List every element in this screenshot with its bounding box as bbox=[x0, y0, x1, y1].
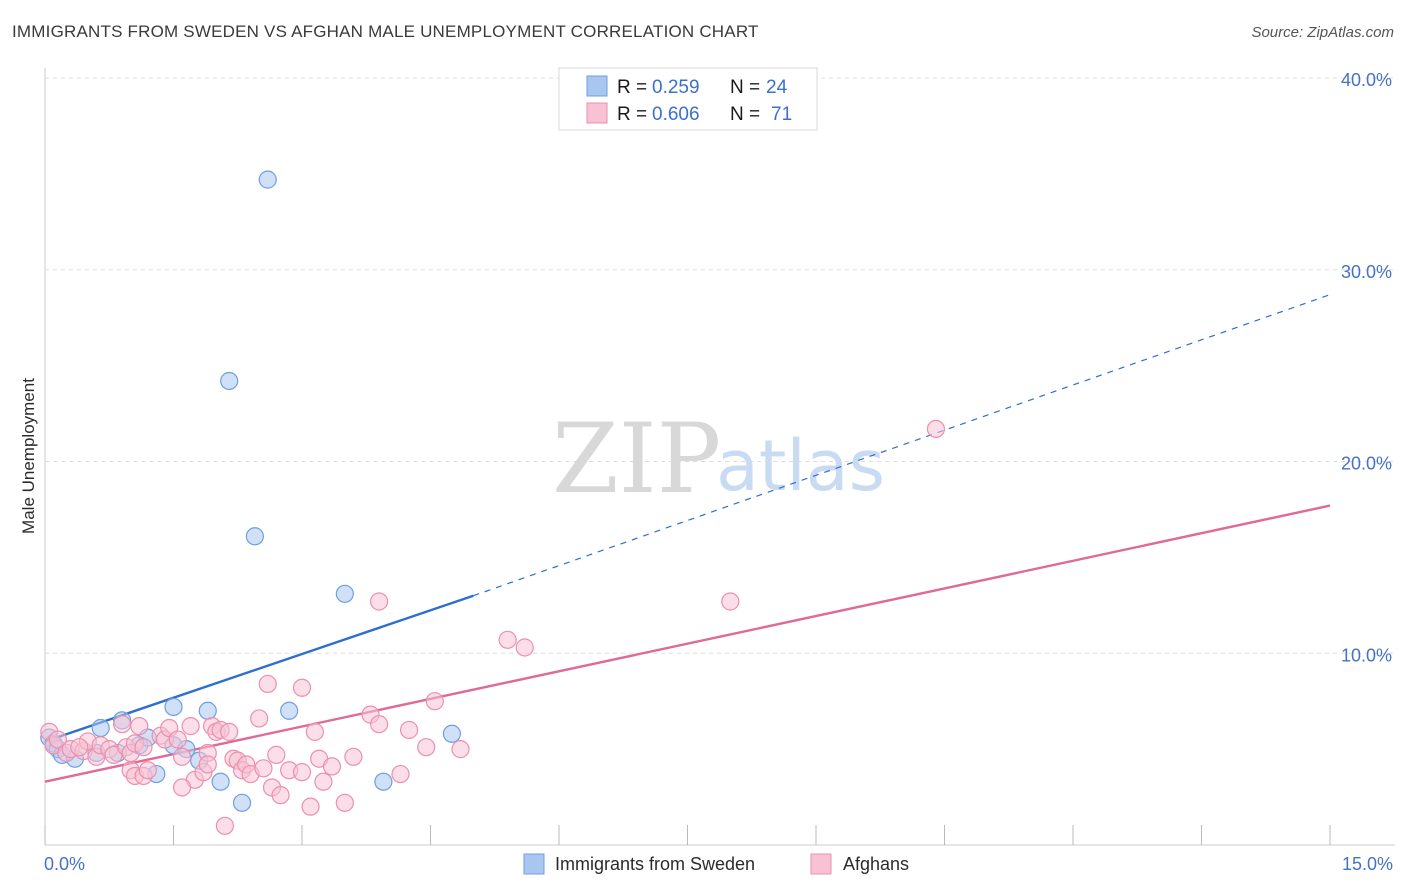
point-afghan-15 bbox=[130, 717, 149, 736]
point-afghan-70 bbox=[70, 738, 89, 757]
series-legend: Immigrants from Sweden Afghans bbox=[523, 853, 909, 875]
point-sweden-20 bbox=[245, 527, 264, 546]
point-afghan-58 bbox=[370, 592, 389, 611]
point-afghan-52 bbox=[314, 772, 333, 791]
point-afghan-2 bbox=[48, 730, 67, 749]
legend-r-label-afghan: R = bbox=[617, 104, 647, 125]
point-sweden-21 bbox=[258, 170, 277, 189]
point-afghan-24 bbox=[168, 730, 187, 749]
legend-swatch-afghan bbox=[586, 102, 608, 124]
data-points bbox=[40, 170, 946, 835]
legend-swatch-sweden bbox=[586, 75, 608, 97]
chart-title: IMMIGRANTS FROM SWEDEN VS AFGHAN MALE UN… bbox=[12, 22, 759, 41]
point-sweden-18 bbox=[220, 371, 239, 391]
bottom-legend-label-afghan: Afghans bbox=[843, 854, 909, 874]
gridlines bbox=[45, 77, 1395, 654]
watermark-atlas: atlas bbox=[716, 425, 885, 507]
point-sweden-16 bbox=[198, 701, 217, 720]
point-afghan-63 bbox=[451, 740, 470, 759]
point-sweden-23 bbox=[335, 584, 354, 603]
point-afghan-62 bbox=[425, 692, 444, 711]
legend-r-value-sweden: 0.259 bbox=[652, 77, 700, 98]
source-credit: Source: ZipAtlas.com bbox=[1251, 24, 1394, 41]
trend-lines bbox=[44, 294, 1331, 783]
x-tick-label-0: 0.0% bbox=[44, 854, 85, 874]
point-sweden-6 bbox=[91, 718, 110, 738]
point-sweden-12 bbox=[164, 697, 183, 717]
y-tick-label-3: 40.0% bbox=[1341, 70, 1392, 90]
correlation-legend: R = 0.259 N = 24 R = 0.606 N = 71 bbox=[558, 67, 818, 131]
point-afghan-55 bbox=[344, 747, 363, 766]
y-tick-labels: 10.0% 20.0% 30.0% 40.0% bbox=[1341, 70, 1392, 665]
legend-n-label-afghan: N = bbox=[730, 104, 760, 125]
bottom-legend-swatch-sweden bbox=[523, 853, 545, 875]
watermark-zip: ZIP bbox=[552, 403, 721, 515]
x-tick-labels: 0.0% 15.0% bbox=[44, 854, 1393, 874]
legend-r-value-afghan: 0.606 bbox=[652, 104, 700, 125]
point-sweden-19 bbox=[232, 793, 252, 812]
point-afghan-34 bbox=[220, 722, 239, 741]
legend-r-label-sweden: R = bbox=[617, 77, 647, 98]
point-afghan-49 bbox=[301, 797, 320, 816]
point-afghan-16 bbox=[134, 738, 153, 757]
axes bbox=[44, 68, 1395, 846]
point-afghan-57 bbox=[370, 715, 389, 734]
point-afghan-59 bbox=[391, 764, 410, 784]
bottom-legend-swatch-afghan bbox=[810, 853, 832, 875]
point-afghan-11 bbox=[112, 715, 132, 734]
point-sweden-25 bbox=[442, 724, 462, 743]
legend-n-value-sweden: 24 bbox=[766, 77, 788, 98]
point-sweden-22 bbox=[280, 701, 299, 720]
point-sweden-24 bbox=[374, 772, 393, 791]
point-afghan-20 bbox=[138, 761, 157, 780]
trend-line-afghan bbox=[44, 504, 1331, 783]
point-sweden-17 bbox=[211, 772, 230, 791]
point-afghan-26 bbox=[181, 717, 200, 736]
point-afghan-41 bbox=[254, 759, 273, 778]
point-afghan-28 bbox=[172, 778, 192, 797]
point-afghan-50 bbox=[305, 722, 324, 741]
x-tick-label-1: 15.0% bbox=[1342, 854, 1393, 874]
point-afghan-53 bbox=[322, 757, 342, 776]
point-afghan-44 bbox=[267, 745, 286, 764]
y-tick-label-0: 10.0% bbox=[1341, 645, 1392, 665]
point-afghan-60 bbox=[399, 720, 419, 740]
watermark: ZIP atlas bbox=[552, 403, 885, 515]
y-tick-label-2: 30.0% bbox=[1341, 262, 1392, 282]
point-afghan-66 bbox=[215, 816, 234, 835]
point-afghan-68 bbox=[721, 592, 740, 611]
point-afghan-48 bbox=[292, 763, 312, 782]
legend-n-label-sweden: N = bbox=[730, 77, 760, 98]
point-afghan-54 bbox=[335, 793, 354, 812]
point-afghan-42 bbox=[258, 674, 277, 694]
y-axis-label: Male Unemployment bbox=[19, 378, 38, 534]
point-afghan-40 bbox=[250, 709, 269, 728]
point-afghan-61 bbox=[417, 738, 436, 757]
point-afghan-65 bbox=[515, 638, 534, 657]
point-afghan-47 bbox=[292, 678, 312, 697]
point-afghan-64 bbox=[498, 630, 517, 649]
point-afghan-45 bbox=[271, 786, 290, 805]
point-afghan-67 bbox=[198, 755, 217, 774]
bottom-legend-label-sweden: Immigrants from Sweden bbox=[555, 854, 755, 874]
legend-n-value-afghan: 71 bbox=[771, 104, 792, 125]
y-tick-label-1: 20.0% bbox=[1341, 454, 1392, 474]
point-afghan-25 bbox=[172, 747, 192, 766]
point-afghan-69 bbox=[926, 419, 946, 439]
trend-line-sweden-extension bbox=[473, 294, 1331, 597]
